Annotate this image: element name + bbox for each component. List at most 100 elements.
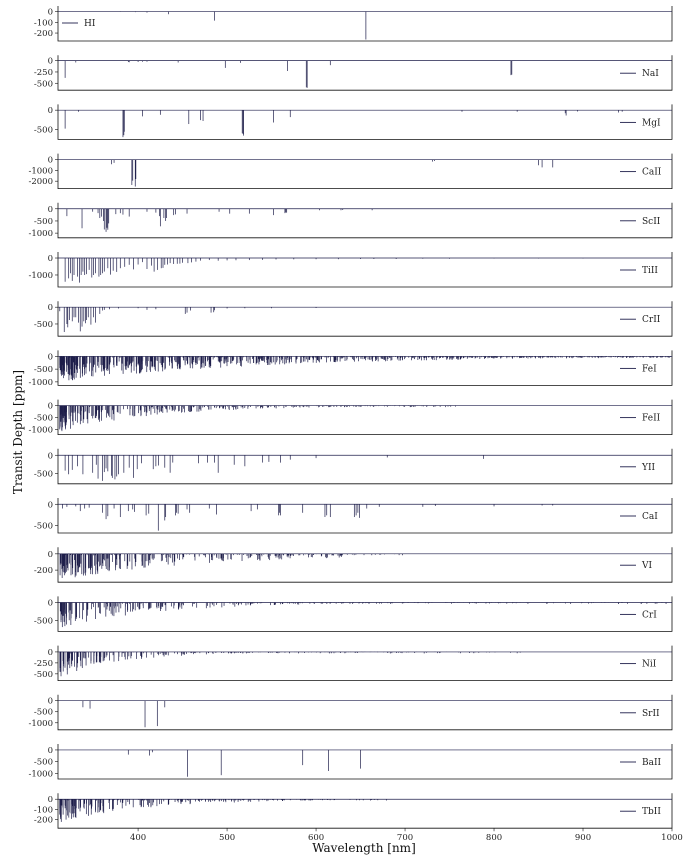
y-tick-label: -100: [34, 18, 53, 28]
panels: 0-100-200HI0-250-500NaI0-500MgI0-1000-20…: [28, 6, 683, 843]
y-tick-label: -500: [34, 320, 53, 330]
panel-frame: [57, 399, 673, 435]
legend-label: BaII: [642, 758, 662, 768]
x-tick-label: 900: [575, 833, 591, 843]
panel-frame: [57, 448, 673, 485]
panel-frame: [57, 301, 673, 337]
panel-tbii: 0-100-200 TbII 400 500 600 700 800 900 1000: [34, 793, 683, 843]
y-tick-label: 0: [48, 451, 53, 461]
y-tick-label: -200: [34, 816, 53, 826]
y-tick-label: 0: [48, 303, 53, 313]
panel-frame: [57, 596, 673, 632]
y-axis-title: Transit Depth [ppm]: [11, 370, 25, 494]
y-tick-label: 0: [48, 550, 53, 560]
legend-label: FeI: [642, 364, 657, 374]
legend-label: CrII: [642, 315, 661, 325]
y-tick-label: -500: [34, 365, 53, 375]
panel-scii: 0 -500 -1000 ScII: [28, 202, 673, 239]
y-tick-label: -500: [34, 758, 53, 768]
y-tick-label: -500: [34, 708, 53, 718]
y-tick-label: -1000: [28, 425, 53, 435]
legend-label: CrI: [642, 610, 657, 620]
legend-label: YII: [641, 463, 655, 473]
x-tick-label: 400: [130, 833, 146, 843]
panel-frame: [57, 104, 673, 140]
y-tick-label: -2000: [28, 177, 53, 187]
y-tick-label: -500: [34, 79, 53, 89]
x-tick-label: 500: [219, 833, 235, 843]
panel-frame: [57, 202, 673, 239]
panel-frame: [57, 645, 673, 681]
y-tick-label: -1000: [28, 166, 53, 176]
x-tick-label: 800: [486, 833, 502, 843]
legend-label: FeII: [642, 414, 661, 424]
panel-frame: [57, 55, 673, 91]
panel-frame: [57, 793, 673, 829]
y-tick-label: -1000: [28, 378, 53, 388]
legend-label: ScII: [642, 217, 661, 227]
y-tick-label: 0: [48, 254, 53, 264]
y-tick-label: 0: [48, 500, 53, 510]
panel-frame: [57, 252, 673, 288]
x-tick-label: 600: [308, 833, 324, 843]
panel-hi: 0-100-200 HI: [34, 6, 673, 42]
y-tick-label: -500: [34, 125, 53, 135]
y-tick-label: 0: [48, 106, 53, 116]
y-tick-label: -100: [34, 805, 53, 815]
legend-label: NiI: [642, 660, 657, 670]
panel-srii: 0-500-1000 SrII: [28, 694, 673, 731]
panel-yii: 0 -500 YII: [34, 448, 673, 485]
panel-frame: [57, 498, 673, 534]
legend-label: SrII: [642, 709, 660, 719]
y-tick-label: -500: [34, 617, 53, 627]
y-tick-label: 0: [48, 8, 53, 18]
panel-frame: [57, 744, 673, 780]
panel-frame: [57, 6, 673, 42]
y-tick-label: 0: [48, 205, 53, 215]
y-tick-label: -500: [34, 470, 53, 480]
y-tick-label: 0: [48, 352, 53, 362]
panel-vi: 0 -200 VI: [34, 547, 673, 583]
panel-tiii: 0 -1000 TiII: [28, 252, 673, 288]
y-tick-label: -1000: [28, 229, 53, 239]
y-tick-label: 0: [48, 598, 53, 608]
x-tick-label: 1000: [661, 833, 683, 843]
y-tick-label: -500: [34, 670, 53, 680]
y-tick-label: -500: [34, 217, 53, 227]
y-tick-label: -250: [34, 68, 53, 78]
panel-frame: [57, 350, 673, 386]
y-tick-label: -500: [34, 413, 53, 423]
y-tick-label: -500: [34, 522, 53, 532]
y-tick-label: 0: [48, 57, 53, 67]
panel-frame: [57, 694, 673, 731]
y-tick-label: -1000: [28, 769, 53, 779]
panel-cri: 0 -500 CrI: [34, 596, 673, 632]
legend-label: HI: [84, 19, 96, 29]
legend-label: TiII: [642, 266, 658, 276]
panel-nii: 0-250-500 NiI: [34, 645, 673, 681]
panel-fei: 0 -500 -1000 FeI: [28, 350, 673, 388]
panel-nai: 0-250-500 NaI: [34, 55, 673, 91]
panel-cai: 0 -500 CaI: [34, 498, 673, 534]
x-axis-title: Wavelength [nm]: [312, 841, 416, 855]
legend-label: NaI: [642, 69, 659, 79]
y-tick-label: -200: [34, 566, 53, 576]
y-tick-label: -1000: [28, 719, 53, 729]
panel-mgi: 0 -500 MgI: [34, 104, 673, 140]
panel-frame: [57, 153, 673, 189]
y-tick-label: 0: [48, 746, 53, 756]
y-tick-label: 0: [48, 402, 53, 412]
legend-label: CaI: [642, 512, 658, 522]
legend-label: TbII: [642, 807, 661, 817]
y-tick-label: 0: [48, 697, 53, 707]
panel-caii: 0-1000-2000 CaII: [28, 153, 673, 189]
y-tick-label: 0: [48, 648, 53, 658]
legend-label: CaII: [642, 168, 662, 178]
y-tick-label: 0: [48, 156, 53, 166]
legend-label: MgI: [642, 118, 661, 128]
x-tick-label: 700: [397, 833, 413, 843]
panel-feii: 0-500 -1000 FeII: [28, 399, 673, 435]
panel-baii: 0 -500-1000 BaII: [28, 744, 673, 780]
y-tick-label: -1000: [28, 271, 53, 281]
